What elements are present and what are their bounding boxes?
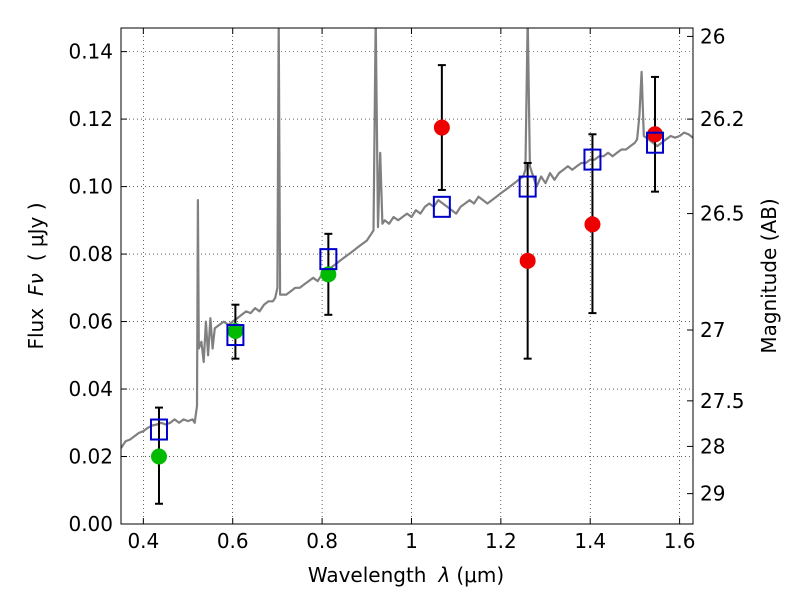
x-axis-label-unit: (μm) (456, 563, 504, 587)
x-axis-label-text: Wavelength (308, 563, 427, 587)
y-axis-label-unit: ( μJy ) (24, 202, 48, 261)
green-data-point (150, 448, 167, 465)
x-tick-label: 0.8 (306, 529, 338, 553)
green-data-point (227, 322, 244, 339)
y-tick-label: 0.10 (68, 175, 113, 199)
x-tick-label: 1.6 (664, 529, 696, 553)
x-tick-label: 1 (405, 529, 418, 553)
y-axis-label: Flux Fν ( μJy ) (24, 202, 48, 349)
model-square-marker (149, 418, 168, 441)
y-tick-label: 0.02 (68, 445, 113, 469)
red-data-point (584, 216, 601, 233)
y-tick-label: 0.04 (68, 377, 113, 401)
y2-tick-label: 26.5 (700, 202, 745, 226)
plot-area (121, 28, 693, 505)
y-tick-label: 0.12 (68, 107, 113, 131)
x-tick-label: 1.2 (485, 529, 517, 553)
y2-tick-label: 27.5 (700, 389, 745, 413)
y2-tick-label: 26.2 (700, 107, 745, 131)
y-tick-label: 0.00 (68, 512, 113, 536)
model-square-marker (518, 175, 537, 198)
grid-lines (121, 28, 693, 525)
red-data-point (519, 252, 536, 269)
model-square-marker (226, 324, 245, 347)
red-data-point (433, 119, 450, 136)
y2-tick-label: 27 (700, 318, 725, 342)
y-tick-label: 0.06 (68, 310, 113, 334)
x-axis-label-symbol: λ (438, 563, 451, 587)
green-data-point (320, 266, 337, 283)
model-square-marker (319, 248, 338, 271)
y2-axis-label: Magnitude (AB) (757, 198, 781, 353)
y-axis-label-text: Flux (24, 308, 48, 350)
red-data-point (647, 126, 664, 143)
model-spectrum-line (121, 28, 693, 449)
y2-tick-label: 29 (700, 482, 725, 506)
model-square-marker (646, 131, 665, 154)
x-tick-label: 0.6 (217, 529, 249, 553)
y-tick-label: 0.14 (68, 40, 113, 64)
y2-tick-label: 28 (700, 434, 725, 458)
plot-frame (120, 27, 694, 525)
x-tick-label: 1.4 (574, 529, 606, 553)
y-axis-label-symbol: Fν (24, 273, 48, 296)
y2-tick-label: 26 (700, 24, 725, 48)
model-square-marker (432, 195, 451, 218)
x-axis-label: Wavelength λ (μm) (308, 563, 504, 587)
model-square-marker (583, 148, 602, 171)
axes: 0.4 0.6 0.8 1 1.2 1.4 1.6 0.00 0.02 0.04 0.06 0.08 0… (68, 24, 744, 553)
x-tick-label: 0.4 (127, 529, 159, 553)
y-tick-label: 0.08 (68, 242, 113, 266)
